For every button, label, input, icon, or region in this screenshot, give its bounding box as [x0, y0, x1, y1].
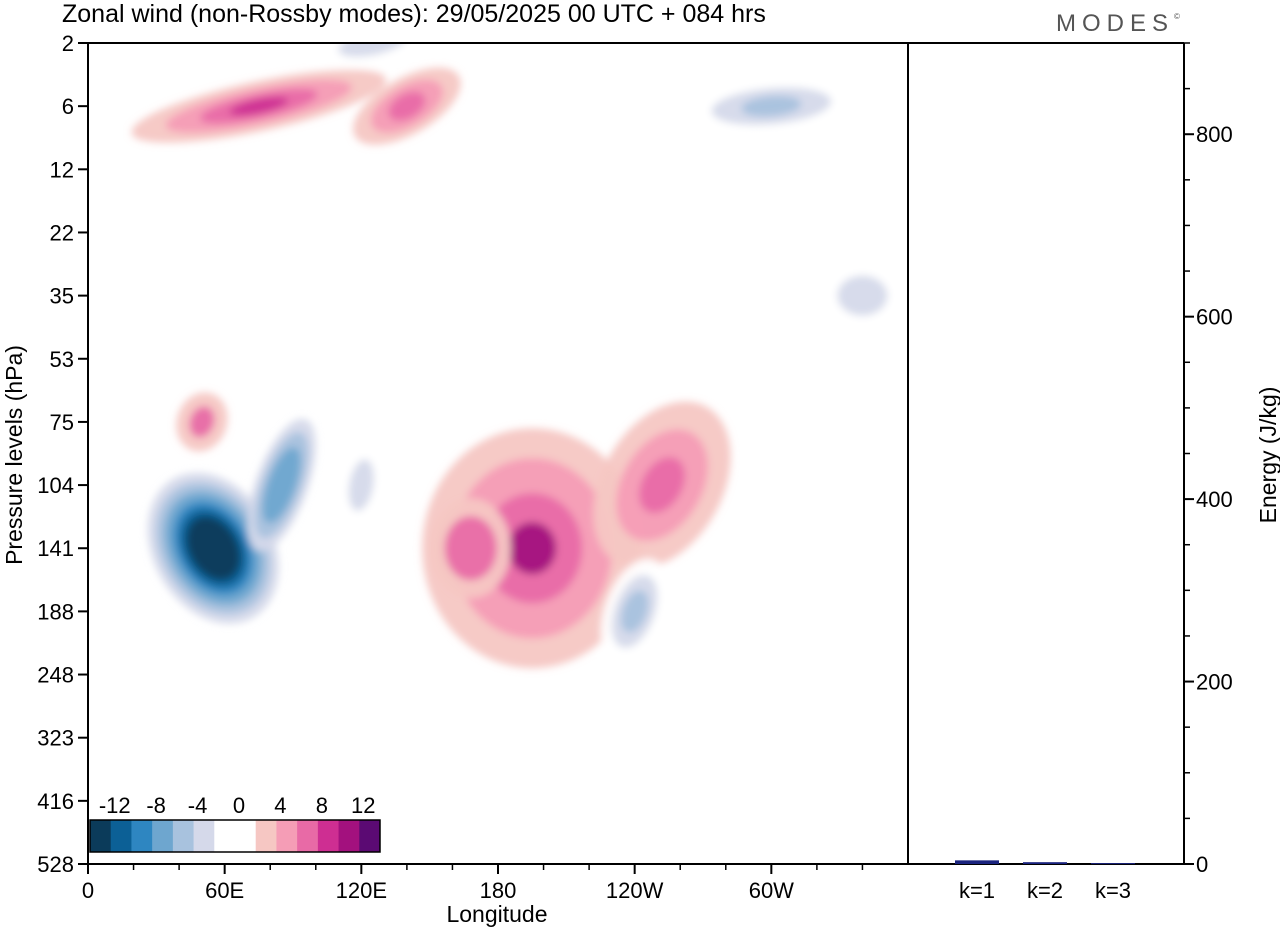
x-tick-label: 60W — [749, 878, 794, 903]
colorbar-labels: -12 -8 -4 0 4 8 12 — [99, 793, 376, 818]
colorbar-swatch — [110, 820, 132, 852]
colorbar-frame — [89, 819, 381, 853]
colorbar-swatch — [317, 820, 340, 852]
y-tick-label: 2 — [62, 31, 74, 56]
colorbar-swatch — [214, 820, 236, 852]
heatmap-feature-12-layer-1 — [837, 275, 888, 316]
heatmap-feature-7-layer-3 — [229, 96, 289, 116]
heatmap-feature-6-layer-2 — [621, 590, 649, 633]
colorbar-label: -4 — [188, 793, 208, 818]
energy-bar — [1023, 862, 1067, 864]
y-tick-label: 141 — [37, 536, 74, 561]
energy-bar — [1091, 863, 1135, 865]
x-tick-label: 120E — [336, 878, 387, 903]
x-tick-label: 120W — [606, 878, 664, 903]
y-tick-label: 75 — [50, 410, 74, 435]
y-tick-label: 323 — [37, 726, 74, 751]
energy-bar — [955, 860, 999, 864]
brand-mark: © — [1174, 12, 1180, 21]
energy-bar-chart: 0 200 400 600 800 k=1 k=2 k=3 — [955, 42, 1233, 903]
colorbar-swatch — [297, 820, 319, 852]
x-tick-label: 0 — [82, 878, 94, 903]
colorbar-swatch — [90, 820, 112, 852]
heatmap-feature-11-layer-1 — [189, 406, 215, 438]
energy-tick-label: 600 — [1196, 305, 1233, 330]
y-tick-label: 416 — [37, 789, 74, 814]
colorbar-label: 8 — [316, 793, 328, 818]
x-tick-label: 180 — [480, 878, 517, 903]
y-tick-label: 22 — [50, 220, 74, 245]
colorbar-label: 4 — [274, 793, 286, 818]
brand-logo: MODES© — [1056, 10, 1180, 38]
colorbar — [89, 819, 381, 853]
colorbar-label: 12 — [351, 793, 375, 818]
energy-tick-label: 0 — [1196, 852, 1208, 877]
heatmap-feature-5-layer-2 — [639, 457, 685, 513]
y-tick-label: 6 — [62, 94, 74, 119]
y-tick-label: 188 — [37, 599, 74, 624]
chart-title: Zonal wind (non-Rossby modes): 29/05/202… — [62, 0, 766, 28]
heatmap-feature-1-layer-2 — [262, 447, 301, 523]
heatmap-feature-2-layer-1 — [348, 459, 374, 511]
colorbar-swatch — [152, 820, 174, 852]
y-tick-label: 248 — [37, 663, 74, 688]
heatmap-feature-3-layer-3 — [508, 522, 557, 575]
energy-axis-title: Energy (J/kg) — [1255, 387, 1280, 524]
y-tick-label: 35 — [50, 284, 74, 309]
y-tick-label: 528 — [37, 852, 74, 877]
energy-tick-label: 200 — [1196, 670, 1233, 695]
y-tick-label: 12 — [50, 157, 74, 182]
energy-category-label: k=2 — [1027, 878, 1063, 903]
colorbar-swatch — [131, 820, 153, 852]
heatmap-feature-4-layer-1 — [444, 516, 497, 581]
colorbar-swatch — [276, 820, 298, 852]
colorbar-swatch — [235, 820, 257, 852]
colorbar-swatch — [338, 820, 360, 852]
energy-category-label: k=3 — [1095, 878, 1131, 903]
colorbar-swatch — [172, 820, 195, 852]
energy-category-label: k=1 — [959, 878, 995, 903]
y-tick-label: 104 — [37, 473, 74, 498]
colorbar-swatch — [255, 820, 277, 852]
heatmap-axes: 0 60E 120E 180 120W 60W 2 6 12 22 35 53 75 104 141 188 2… — [37, 31, 864, 903]
heatmap-field — [131, 43, 908, 669]
brand-text: MODES — [1056, 10, 1175, 37]
colorbar-label: -8 — [146, 793, 166, 818]
colorbar-label: 0 — [233, 793, 245, 818]
heatmap-feature-10-layer-1 — [338, 43, 408, 57]
colorbar-label: -12 — [99, 793, 131, 818]
energy-tick-label: 800 — [1196, 122, 1233, 147]
x-axis-title: Longitude — [446, 901, 547, 927]
y-tick-label: 53 — [50, 347, 74, 372]
colorbar-swatch — [193, 820, 215, 852]
heatmap-feature-10-layer-0 — [313, 43, 432, 68]
heatmap-feature-8-layer-2 — [388, 91, 426, 121]
colorbar-swatch — [359, 820, 381, 852]
energy-tick-label: 400 — [1196, 487, 1233, 512]
y-axis-title: Pressure levels (hPa) — [1, 345, 27, 565]
heatmap-feature-0-layer-5 — [186, 516, 241, 580]
x-tick-label: 60E — [205, 878, 244, 903]
heatmap-feature-9-layer-2 — [741, 95, 802, 117]
